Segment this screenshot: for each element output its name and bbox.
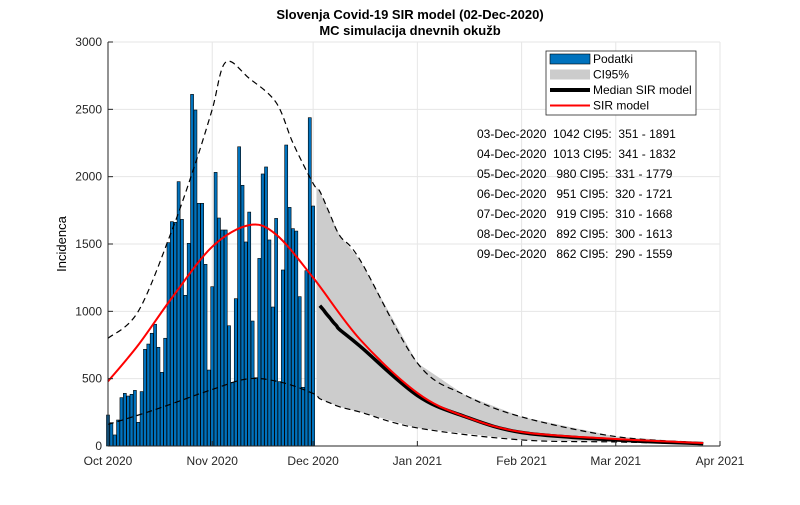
- data-bar: [143, 349, 147, 447]
- data-bar: [136, 421, 141, 447]
- sir-model-line: [107, 223, 704, 445]
- data-bar: [277, 381, 282, 447]
- data-bar: [240, 184, 245, 447]
- chart-subtitle: MC simulacija dnevnih okužb: [319, 23, 500, 38]
- forecast-annotation: 07-Dec-2020 919 CI95: 310 - 1668: [477, 207, 673, 221]
- data-bar: [163, 337, 167, 447]
- data-bar: [207, 369, 211, 447]
- data-bar: [217, 217, 221, 447]
- data-bar: [116, 419, 120, 447]
- data-bar: [210, 286, 215, 447]
- forecast-annotation: 09-Dec-2020 862 CI95: 290 - 1559: [477, 247, 673, 261]
- y-tick-label: 2000: [75, 170, 102, 184]
- data-bar: [153, 323, 157, 447]
- data-bar: [254, 377, 258, 447]
- x-tick-label: Oct 2020: [84, 454, 133, 468]
- y-tick-label: 0: [95, 439, 102, 453]
- x-tick-label: Nov 2020: [187, 454, 239, 468]
- data-bar: [291, 228, 295, 447]
- forecast-annotation: 05-Dec-2020 980 CI95: 331 - 1779: [477, 167, 673, 181]
- chart-title: Slovenja Covid-19 SIR model (02-Dec-2020…: [276, 7, 543, 22]
- y-tick-label: 2500: [75, 102, 102, 116]
- data-bar: [119, 397, 124, 447]
- data-bar: [156, 346, 161, 447]
- data-bar: [126, 395, 130, 447]
- data-bar: [170, 221, 174, 447]
- data-bar: [183, 295, 188, 447]
- data-bar: [146, 343, 151, 447]
- data-bar: [270, 306, 275, 447]
- x-tick-label: Dec 2020: [287, 454, 339, 468]
- data-bar: [129, 393, 134, 447]
- y-tick-label: 1500: [75, 237, 102, 251]
- data-bar: [304, 270, 309, 447]
- data-bar: [267, 239, 272, 447]
- x-tick-label: Apr 2021: [696, 454, 745, 468]
- data-bar: [220, 229, 225, 447]
- ci95-band: [316, 187, 704, 444]
- data-bar: [294, 230, 299, 447]
- legend-swatch: [550, 69, 590, 80]
- data-bar: [287, 207, 292, 447]
- data-bar: [149, 332, 154, 447]
- y-tick-label: 3000: [75, 35, 102, 49]
- forecast-annotation: 04-Dec-2020 1013 CI95: 341 - 1832: [477, 147, 676, 161]
- data-bar: [281, 269, 285, 447]
- forecast-annotation: 03-Dec-2020 1042 CI95: 351 - 1891: [477, 127, 676, 141]
- ci95-upper-line: [107, 60, 704, 444]
- y-tick-label: 500: [82, 372, 102, 386]
- data-bar: [260, 173, 265, 447]
- data-bar: [297, 296, 302, 447]
- data-bar: [109, 422, 114, 447]
- data-bar: [112, 434, 117, 447]
- data-bar: [213, 172, 218, 447]
- data-bar: [223, 229, 228, 447]
- legend-label: SIR model: [593, 99, 649, 113]
- data-bar: [139, 391, 144, 447]
- data-bar: [230, 382, 235, 447]
- legend-label: Median SIR model: [593, 83, 692, 97]
- data-bar: [237, 146, 241, 447]
- data-bar: [311, 205, 315, 447]
- data-bar: [176, 181, 181, 447]
- x-tick-label: Feb 2021: [496, 454, 547, 468]
- data-bar: [159, 372, 164, 447]
- data-bar: [227, 325, 231, 447]
- legend-label: CI95%: [593, 68, 629, 82]
- data-bar: [244, 241, 248, 447]
- data-bar: [200, 203, 204, 447]
- forecast-annotation: 06-Dec-2020 951 CI95: 320 - 1721: [477, 187, 673, 201]
- data-bar: [133, 390, 137, 447]
- data-bar: [180, 219, 184, 447]
- x-tick-label: Jan 2021: [393, 454, 443, 468]
- data-bar: [307, 117, 312, 447]
- data-bar: [123, 393, 127, 447]
- forecast-annotation: 08-Dec-2020 892 CI95: 300 - 1613: [477, 227, 673, 241]
- data-bar: [264, 166, 268, 447]
- y-axis-label: Incidenca: [54, 215, 69, 271]
- data-bar: [284, 144, 289, 447]
- data-bar: [203, 264, 208, 447]
- data-bar: [301, 386, 305, 447]
- legend-label: Podatki: [593, 52, 633, 66]
- data-bar: [257, 258, 262, 447]
- y-tick-label: 1000: [75, 304, 102, 318]
- data-bar: [247, 211, 252, 447]
- data-bar: [233, 298, 238, 447]
- data-bar: [173, 222, 178, 447]
- data-bar: [166, 242, 171, 447]
- x-tick-label: Mar 2021: [590, 454, 641, 468]
- ci95-lower-line: [107, 377, 704, 445]
- data-bar: [250, 320, 255, 447]
- data-bar: [196, 203, 201, 447]
- legend-swatch: [549, 53, 591, 65]
- data-bar: [274, 218, 278, 447]
